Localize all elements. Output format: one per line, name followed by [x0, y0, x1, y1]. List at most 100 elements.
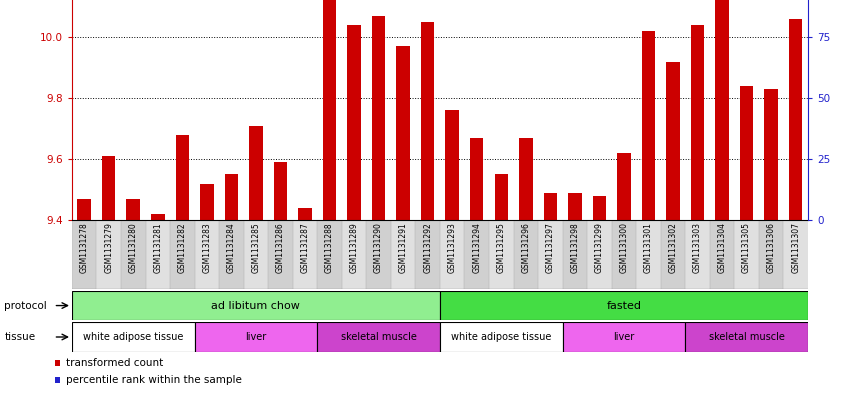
Bar	[72, 220, 96, 289]
Bar	[789, 19, 802, 220]
Text: GSM1131293: GSM1131293	[448, 222, 457, 273]
Bar	[440, 220, 464, 289]
Bar	[225, 174, 238, 220]
Bar	[317, 322, 440, 352]
Bar	[710, 220, 734, 289]
Bar	[201, 184, 213, 220]
Bar	[765, 89, 777, 220]
Bar	[691, 25, 704, 220]
Bar	[348, 25, 360, 220]
Bar	[146, 220, 170, 289]
Bar	[544, 193, 557, 220]
Bar	[176, 135, 189, 220]
Bar	[685, 322, 808, 352]
Bar	[195, 322, 317, 352]
Text: GSM1131305: GSM1131305	[742, 222, 751, 273]
Bar	[299, 208, 311, 220]
Bar	[783, 220, 808, 289]
Text: liver: liver	[613, 332, 634, 342]
Bar	[612, 220, 636, 289]
Bar	[667, 62, 679, 220]
Bar	[716, 0, 728, 220]
Text: GSM1131287: GSM1131287	[300, 222, 310, 273]
Bar	[593, 196, 606, 220]
Bar	[464, 220, 489, 289]
Text: GSM1131278: GSM1131278	[80, 222, 89, 273]
Bar	[244, 220, 268, 289]
Bar	[569, 193, 581, 220]
Bar	[391, 220, 415, 289]
Text: GSM1131286: GSM1131286	[276, 222, 285, 273]
Bar	[642, 31, 655, 220]
Text: protocol: protocol	[4, 301, 47, 310]
Bar	[734, 220, 759, 289]
Bar	[195, 220, 219, 289]
Text: liver: liver	[245, 332, 266, 342]
Bar	[72, 291, 440, 320]
Text: white adipose tissue: white adipose tissue	[451, 332, 552, 342]
Text: GSM1131282: GSM1131282	[178, 222, 187, 273]
Text: GSM1131285: GSM1131285	[251, 222, 261, 273]
Text: tissue: tissue	[4, 332, 36, 342]
Text: white adipose tissue: white adipose tissue	[83, 332, 184, 342]
Bar	[489, 220, 514, 289]
Bar	[446, 110, 459, 220]
Bar	[740, 86, 753, 220]
Bar	[96, 220, 121, 289]
Bar	[102, 156, 115, 220]
Bar	[121, 220, 146, 289]
Text: GSM1131300: GSM1131300	[619, 222, 629, 273]
Bar	[323, 0, 336, 220]
Bar	[759, 220, 783, 289]
Bar	[470, 138, 483, 220]
Text: GSM1131288: GSM1131288	[325, 222, 334, 273]
Text: GSM1131303: GSM1131303	[693, 222, 702, 273]
Bar	[219, 220, 244, 289]
Text: fasted: fasted	[607, 301, 641, 310]
Text: GSM1131283: GSM1131283	[202, 222, 212, 273]
Bar	[415, 220, 440, 289]
Text: GSM1131306: GSM1131306	[766, 222, 776, 273]
Text: GSM1131296: GSM1131296	[521, 222, 530, 273]
Bar	[563, 220, 587, 289]
Bar	[72, 322, 195, 352]
Text: GSM1131297: GSM1131297	[546, 222, 555, 273]
Bar	[685, 220, 710, 289]
Text: skeletal muscle: skeletal muscle	[341, 332, 416, 342]
Bar	[397, 46, 409, 220]
Text: transformed count: transformed count	[66, 358, 162, 367]
Text: GSM1131304: GSM1131304	[717, 222, 727, 273]
Bar	[587, 220, 612, 289]
Text: GSM1131280: GSM1131280	[129, 222, 138, 273]
Bar	[636, 220, 661, 289]
Text: GSM1131301: GSM1131301	[644, 222, 653, 273]
Text: skeletal muscle: skeletal muscle	[709, 332, 784, 342]
Bar	[538, 220, 563, 289]
Bar	[317, 220, 342, 289]
Text: GSM1131307: GSM1131307	[791, 222, 800, 273]
Bar	[514, 220, 538, 289]
Text: GSM1131292: GSM1131292	[423, 222, 432, 273]
Text: GSM1131279: GSM1131279	[104, 222, 113, 273]
Bar	[618, 153, 630, 220]
Text: GSM1131299: GSM1131299	[595, 222, 604, 273]
Bar	[661, 220, 685, 289]
Bar	[274, 162, 287, 220]
Bar	[366, 220, 391, 289]
Text: GSM1131295: GSM1131295	[497, 222, 506, 273]
Bar	[372, 16, 385, 220]
Text: GSM1131302: GSM1131302	[668, 222, 678, 273]
Text: GSM1131298: GSM1131298	[570, 222, 580, 273]
Bar	[127, 199, 140, 220]
Text: percentile rank within the sample: percentile rank within the sample	[66, 375, 241, 385]
Bar	[440, 291, 808, 320]
Bar	[268, 220, 293, 289]
Bar	[151, 214, 164, 220]
Bar	[519, 138, 532, 220]
Bar	[563, 322, 685, 352]
Bar	[495, 174, 508, 220]
Bar	[421, 22, 434, 220]
Bar	[250, 126, 262, 220]
Bar	[78, 199, 91, 220]
Text: ad libitum chow: ad libitum chow	[212, 301, 300, 310]
